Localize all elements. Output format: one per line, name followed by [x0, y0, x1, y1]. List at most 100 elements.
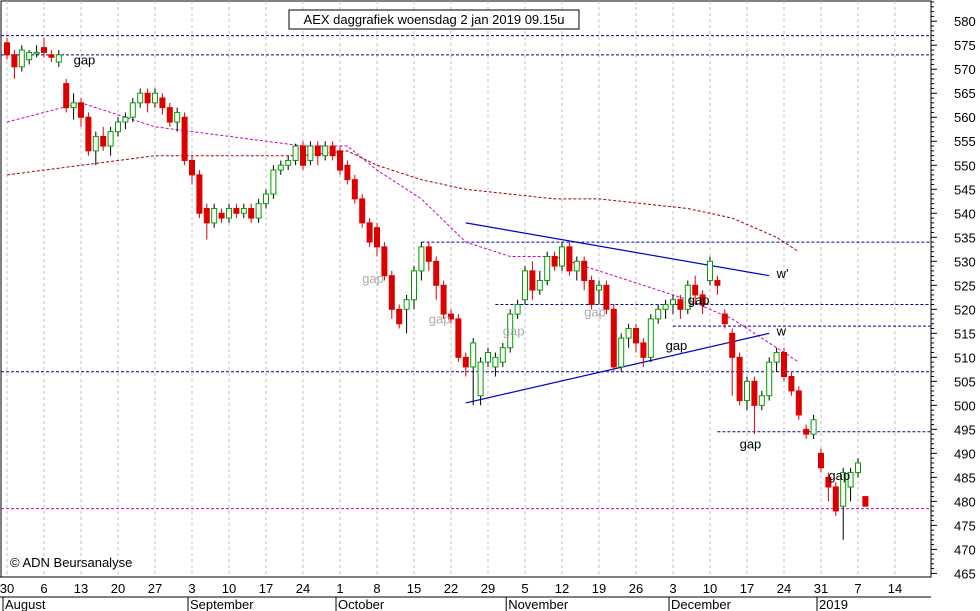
candle-body-up — [485, 352, 491, 363]
candle-body-down — [433, 260, 440, 286]
x-tick-label: 10 — [222, 581, 236, 596]
candle-body-down — [862, 496, 869, 507]
candle-body-down — [166, 107, 173, 123]
gap-label-gray: gap — [362, 271, 384, 286]
candle-body-down — [610, 308, 617, 368]
y-tick-label: 475 — [954, 518, 976, 533]
x-tick-label: 29 — [481, 581, 495, 596]
candle-body-up — [255, 203, 262, 219]
candle-body-up — [758, 395, 765, 406]
y-tick-label: 495 — [954, 422, 976, 437]
x-tick-label: 10 — [703, 581, 717, 596]
gap-label-gray: gap — [429, 312, 451, 327]
candle-body-up — [18, 49, 25, 68]
candle-body-down — [588, 279, 595, 306]
gap-label: gap — [74, 52, 96, 67]
candle-body-up — [573, 260, 580, 272]
candle-body-down — [359, 198, 366, 224]
y-tick-label: 530 — [954, 254, 976, 269]
candle-body-down — [714, 279, 721, 286]
candle-body-up — [477, 361, 484, 397]
candle-body-down — [551, 255, 558, 267]
moving-average-long — [6, 150, 800, 253]
x-tick-label: 1 — [336, 581, 343, 596]
candle-body-up — [152, 92, 158, 104]
candle-body-up — [625, 328, 632, 339]
candle-body-up — [847, 472, 854, 488]
wave-label: w — [776, 324, 787, 339]
candle-body-up — [492, 356, 499, 368]
y-tick-label: 540 — [954, 206, 976, 221]
candle-body-down — [144, 92, 151, 104]
candle-body-up — [559, 246, 565, 267]
candle-body-up — [226, 207, 232, 219]
candle-body-down — [4, 42, 10, 56]
candle-body-down — [818, 452, 824, 469]
candle-body-down — [692, 284, 699, 296]
candle-body-up — [122, 116, 129, 123]
candle-body-up — [810, 419, 817, 435]
candle-body-up — [536, 279, 543, 291]
candle-body-down — [78, 102, 84, 118]
candle-body-up — [544, 255, 551, 281]
y-tick-label: 485 — [954, 470, 976, 485]
moving-averages — [6, 102, 800, 363]
x-tick-label: 12 — [555, 581, 569, 596]
candle-body-down — [366, 222, 373, 243]
y-tick-label: 505 — [954, 374, 976, 389]
grid — [6, 1, 896, 577]
y-tick-label: 480 — [954, 494, 976, 509]
candle-body-up — [115, 121, 121, 133]
candle-body-up — [744, 380, 750, 402]
candle-body-up — [70, 102, 77, 109]
x-tick-label: 31 — [814, 581, 828, 596]
x-tick-label: 7 — [854, 581, 861, 596]
y-tick-label: 580 — [954, 14, 976, 29]
y-tick-label: 500 — [954, 398, 976, 413]
gap-label: gap — [688, 293, 710, 308]
candle-body-up — [840, 472, 847, 507]
candle-body-up — [684, 284, 691, 310]
x-tick-label: 3 — [188, 581, 195, 596]
title-box — [288, 9, 580, 30]
candle-body-down — [63, 83, 70, 109]
candle-body-down — [729, 332, 736, 358]
candle-body-down — [462, 356, 469, 368]
candle-body-up — [707, 260, 713, 281]
candle-body-up — [26, 51, 33, 61]
x-month-label: December — [671, 597, 732, 611]
y-tick-label: 490 — [954, 446, 976, 461]
candle-body-down — [41, 47, 47, 53]
candle-body-down — [196, 174, 203, 214]
x-tick-label: 5 — [521, 581, 528, 596]
candle-body-down — [159, 97, 166, 109]
candle-body-up — [322, 145, 329, 157]
x-tick-label: 26 — [629, 581, 643, 596]
gap-label-gray: gap — [584, 305, 606, 320]
candle-body-down — [248, 207, 255, 219]
x-month-label: September — [190, 597, 254, 611]
trendlines — [465, 222, 770, 404]
candle-body-down — [337, 150, 343, 171]
candle-body-up — [596, 284, 602, 291]
y-tick-label: 515 — [954, 326, 976, 341]
candle-body-up — [174, 111, 181, 123]
x-tick-label: 20 — [111, 581, 125, 596]
candle-body-down — [351, 179, 358, 200]
candle-body-down — [803, 428, 810, 435]
y-tick-label: 570 — [954, 62, 976, 77]
y-tick-label: 550 — [954, 158, 976, 173]
y-tick-label: 565 — [954, 86, 976, 101]
candle-body-down — [640, 342, 647, 358]
candle-body-down — [721, 313, 728, 325]
candle-body-down — [781, 352, 787, 378]
candle-body-down — [388, 275, 395, 310]
y-tick-label: 560 — [954, 110, 976, 125]
candle-body-up — [270, 169, 277, 195]
candle-body-down — [736, 356, 743, 402]
candle-body-up — [411, 270, 417, 301]
candle-body-down — [314, 145, 321, 157]
candle-body-down — [832, 486, 839, 512]
